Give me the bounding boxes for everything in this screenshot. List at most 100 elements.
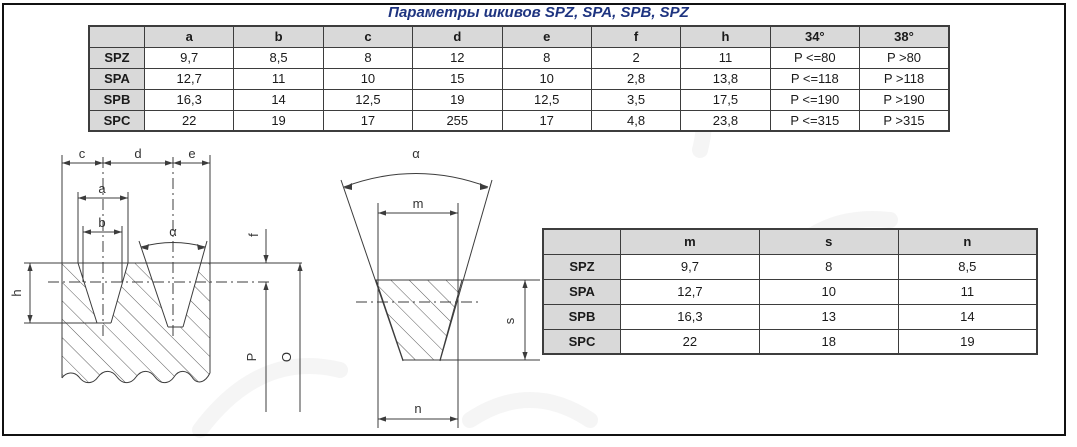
pulley-body-hatch bbox=[62, 263, 210, 383]
cell: P <=80 bbox=[769, 46, 861, 69]
cell: 3,5 bbox=[590, 88, 682, 111]
cell: P <=315 bbox=[769, 109, 861, 132]
cell: 19 bbox=[412, 88, 503, 111]
cell: 14 bbox=[897, 303, 1038, 330]
cell: 17,5 bbox=[680, 88, 771, 111]
cell: 16,3 bbox=[143, 88, 235, 111]
cell: 14 bbox=[233, 88, 324, 111]
col-header-38deg: 38° bbox=[859, 25, 950, 48]
cell: P >190 bbox=[859, 88, 950, 111]
cell: 9,7 bbox=[143, 46, 235, 69]
cell: 9,7 bbox=[620, 253, 760, 280]
dim-label-h: h bbox=[9, 289, 24, 296]
table-row: SPC 22 19 17 255 17 4,8 23,8 P <=315 P >… bbox=[88, 109, 950, 132]
dim-label-alpha: α bbox=[169, 224, 177, 239]
dim-label-b: b bbox=[98, 215, 105, 230]
table-row: SPB 16,3 14 12,5 19 12,5 3,5 17,5 P <=19… bbox=[88, 88, 950, 111]
cell: 19 bbox=[897, 328, 1038, 355]
cell: P >118 bbox=[859, 67, 950, 90]
cell: 8 bbox=[758, 253, 899, 280]
cell: 18 bbox=[758, 328, 899, 355]
cell: 17 bbox=[501, 109, 592, 132]
col-header-e: e bbox=[501, 25, 592, 48]
dim-label-m: m bbox=[413, 196, 424, 211]
cell: 12,5 bbox=[501, 88, 592, 111]
table-header-row: a b c d e f h 34° 38° bbox=[88, 25, 950, 48]
cell: 11 bbox=[897, 278, 1038, 305]
col-header-b: b bbox=[233, 25, 324, 48]
cell: 12,7 bbox=[143, 67, 235, 90]
col-header-h: h bbox=[680, 25, 771, 48]
cell: 23,8 bbox=[680, 109, 771, 132]
cell: 2 bbox=[590, 46, 682, 69]
table-row: SPA 12,7 11 10 15 10 2,8 13,8 P <=118 P … bbox=[88, 67, 950, 90]
cell: P >80 bbox=[859, 46, 950, 69]
cell: 22 bbox=[143, 109, 235, 132]
cell: 13,8 bbox=[680, 67, 771, 90]
row-label-spc: SPC bbox=[542, 328, 621, 355]
page-title: Параметры шкивов SPZ, SPA, SPB, SPZ bbox=[388, 4, 689, 21]
cell: 19 bbox=[233, 109, 324, 132]
dim-label-f: f bbox=[246, 233, 261, 237]
dim-label-c: c bbox=[79, 146, 86, 161]
col-header-n: n bbox=[897, 228, 1038, 255]
col-header-34deg: 34° bbox=[769, 25, 861, 48]
page-border bbox=[2, 3, 1066, 436]
cell: 8,5 bbox=[233, 46, 324, 69]
cell: 12 bbox=[412, 46, 503, 69]
cell: 10 bbox=[322, 67, 414, 90]
dim-label-s: s bbox=[502, 317, 517, 324]
cell: 13 bbox=[758, 303, 899, 330]
cell: 8 bbox=[501, 46, 592, 69]
cell: 22 bbox=[620, 328, 760, 355]
col-header-c: c bbox=[322, 25, 414, 48]
row-label-spa: SPA bbox=[542, 278, 621, 305]
corner-cell bbox=[542, 228, 621, 255]
col-header-m: m bbox=[620, 228, 760, 255]
cell: P <=190 bbox=[769, 88, 861, 111]
corner-cell bbox=[88, 25, 145, 48]
table-row: SPB 16,3 13 14 bbox=[542, 303, 1038, 330]
cell: 8 bbox=[322, 46, 414, 69]
row-label-spb: SPB bbox=[88, 88, 145, 111]
dim-label-e: e bbox=[188, 146, 195, 161]
row-label-spa: SPA bbox=[88, 67, 145, 90]
cell: 17 bbox=[322, 109, 414, 132]
table-row: SPC 22 18 19 bbox=[542, 328, 1038, 355]
col-header-f: f bbox=[590, 25, 682, 48]
dim-label-o: O bbox=[279, 352, 294, 362]
col-header-a: a bbox=[143, 25, 235, 48]
cell: 15 bbox=[412, 67, 503, 90]
row-label-spz: SPZ bbox=[88, 46, 145, 69]
cell: 12,5 bbox=[322, 88, 414, 111]
cell: 10 bbox=[501, 67, 592, 90]
cell: 11 bbox=[233, 67, 324, 90]
cell: P >315 bbox=[859, 109, 950, 132]
cell: 11 bbox=[680, 46, 771, 69]
cell: P <=118 bbox=[769, 67, 861, 90]
col-header-s: s bbox=[758, 228, 899, 255]
belt-params-table: m s n SPZ 9,7 8 8,5 SPA 12,7 10 11 SPB 1… bbox=[542, 228, 1038, 355]
col-header-d: d bbox=[412, 25, 503, 48]
dim-label-n: n bbox=[414, 401, 421, 416]
break-line bbox=[61, 370, 211, 384]
cell: 12,7 bbox=[620, 278, 760, 305]
dim-label-d: d bbox=[134, 146, 141, 161]
cell: 8,5 bbox=[897, 253, 1038, 280]
dim-label-p: P bbox=[244, 353, 259, 362]
cell: 255 bbox=[412, 109, 503, 132]
dim-label-a: a bbox=[98, 181, 106, 196]
row-label-spb: SPB bbox=[542, 303, 621, 330]
row-label-spz: SPZ bbox=[542, 253, 621, 280]
pulley-groove-section-drawing: c d e a b α h f P O bbox=[9, 146, 303, 412]
cell: 4,8 bbox=[590, 109, 682, 132]
cell: 10 bbox=[758, 278, 899, 305]
pulley-params-table: a b c d e f h 34° 38° SPZ 9,7 8,5 8 12 8… bbox=[88, 25, 950, 132]
dim-label-alpha: α bbox=[412, 146, 420, 161]
technical-drawings: c d e a b α h f P O bbox=[9, 146, 540, 428]
table-header-row: m s n bbox=[542, 228, 1038, 255]
belt-section-drawing: α m s n bbox=[340, 146, 540, 428]
table-row: SPZ 9,7 8,5 8 12 8 2 11 P <=80 P >80 bbox=[88, 46, 950, 69]
cell: 2,8 bbox=[590, 67, 682, 90]
cell: 16,3 bbox=[620, 303, 760, 330]
